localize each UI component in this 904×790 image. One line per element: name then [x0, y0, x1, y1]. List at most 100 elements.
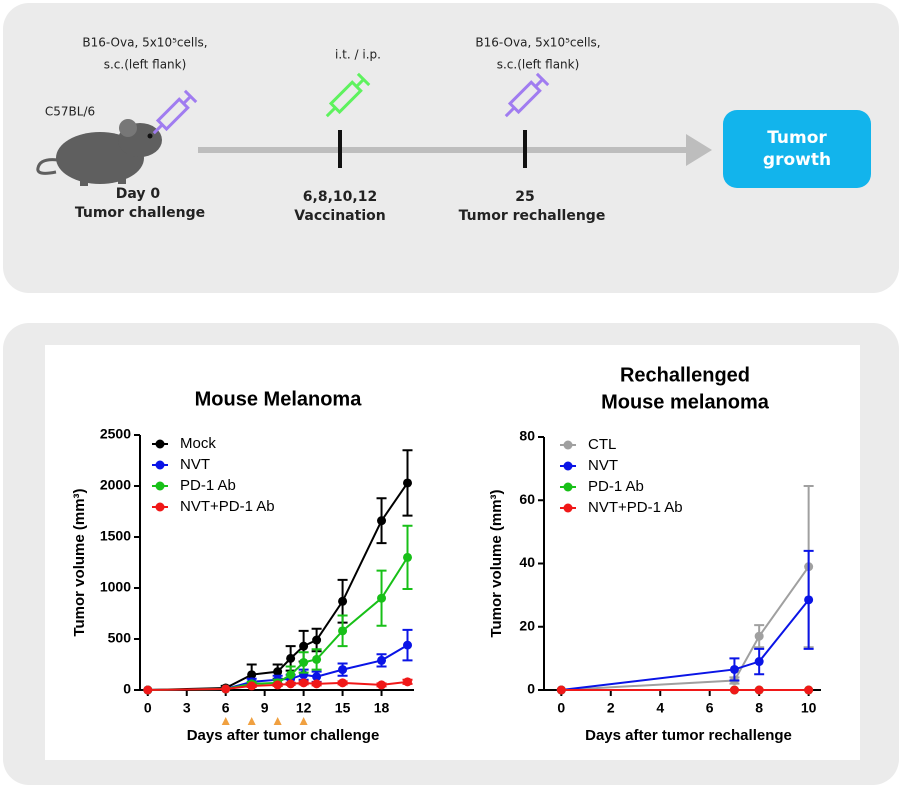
data-point [312, 654, 322, 664]
data-point [556, 685, 566, 695]
data-point [403, 677, 413, 687]
data-point [143, 685, 153, 695]
data-point [312, 635, 322, 645]
data-point [221, 684, 231, 694]
outcome-label: growth [763, 150, 831, 170]
step-day: 25 [515, 189, 534, 205]
syringe-icon [325, 72, 371, 118]
x-tick-label: 18 [374, 700, 390, 716]
data-point [754, 657, 764, 667]
data-point [338, 596, 348, 606]
series-line [561, 599, 810, 691]
x-tick-label: 6 [706, 700, 714, 716]
legend-swatch [563, 503, 573, 513]
step-day: 6,8,10,12 [303, 189, 377, 205]
data-point [286, 670, 296, 680]
y-tick-label: 1500 [100, 528, 131, 544]
legend-label: NVT [588, 457, 618, 474]
x-tick-label: 10 [801, 700, 817, 716]
data-point [338, 626, 348, 636]
x-tick-label: 0 [557, 700, 565, 716]
data-point [754, 685, 764, 695]
vaccination-marker [299, 717, 308, 725]
legend-swatch [155, 481, 165, 491]
y-tick-label: 80 [519, 428, 535, 444]
y-tick-label: 40 [519, 554, 535, 570]
series-line [147, 556, 409, 691]
y-tick-label: 1000 [100, 579, 131, 595]
x-tick-label: 12 [296, 700, 312, 716]
data-point [247, 681, 257, 691]
y-tick-label: 20 [519, 617, 535, 633]
data-point [804, 595, 814, 605]
legend-label: NVT+PD-1 Ab [588, 499, 683, 516]
data-point [273, 680, 283, 690]
legend-swatch [563, 461, 573, 471]
syringe-icon [152, 89, 198, 135]
outcome-box [723, 110, 871, 188]
x-tick-label: 3 [183, 700, 191, 716]
x-tick-label: 15 [335, 700, 351, 716]
y-tick-label: 0 [123, 681, 131, 697]
x-tick-label: 4 [656, 700, 664, 716]
x-tick-label: 9 [261, 700, 269, 716]
data-point [299, 657, 309, 667]
outcome-label: Tumor [767, 128, 827, 148]
legend-label: CTL [588, 436, 616, 453]
route-label: i.t. / i.p. [335, 48, 381, 62]
y-tick-label: 0 [527, 681, 535, 697]
legend-label: Mock [180, 435, 216, 452]
x-tick-label: 0 [144, 700, 152, 716]
legend-label: PD-1 Ab [588, 478, 644, 495]
data-point [403, 552, 413, 562]
data-point [247, 670, 257, 680]
legend-swatch [155, 460, 165, 470]
vaccination-marker [221, 717, 230, 725]
x-tick-label: 8 [755, 700, 763, 716]
series-line [561, 566, 810, 691]
data-point [286, 653, 296, 663]
step-label: Tumor challenge [75, 205, 205, 221]
chart-title: Mouse melanoma [601, 391, 770, 413]
chart-title: Mouse Melanoma [195, 388, 363, 410]
data-point [377, 516, 387, 526]
data-point [273, 667, 283, 677]
series-line [147, 482, 409, 691]
y-tick-label: 2000 [100, 477, 131, 493]
cells-label: B16-Ova, 5x10⁵cells, [82, 36, 207, 50]
step-day: Day 0 [116, 186, 161, 202]
data-point [377, 593, 387, 603]
vaccination-marker [247, 717, 256, 725]
legend-label: PD-1 Ab [180, 477, 236, 494]
x-tick-label: 2 [607, 700, 615, 716]
data-point [377, 655, 387, 665]
data-point [754, 631, 764, 641]
data-point [299, 641, 309, 651]
data-point [729, 664, 739, 674]
data-point [312, 679, 322, 689]
data-point [403, 478, 413, 488]
legend-swatch [563, 482, 573, 492]
cells-label: s.c.(left flank) [104, 58, 187, 72]
vaccination-marker [273, 717, 282, 725]
data-point [804, 685, 814, 695]
legend-swatch [155, 502, 165, 512]
data-point [299, 678, 309, 688]
step-label: Tumor rechallenge [459, 208, 606, 224]
syringe-icon [504, 72, 550, 118]
data-point [729, 685, 739, 695]
mouse-icon [36, 119, 162, 186]
timeline-arrow [686, 134, 712, 166]
cells-label: B16-Ova, 5x10⁵cells, [475, 36, 600, 50]
legend-swatch [563, 440, 573, 450]
legend-label: NVT+PD-1 Ab [180, 498, 275, 515]
series-line [147, 680, 408, 691]
data-point [338, 678, 348, 688]
step-label: Vaccination [294, 208, 385, 224]
data-point [338, 665, 348, 675]
x-tick-label: 6 [222, 700, 230, 716]
y-axis-label: Tumor volume (mm³) [71, 488, 88, 636]
chart-title: Rechallenged [620, 364, 750, 386]
legend-label: NVT [180, 456, 210, 473]
